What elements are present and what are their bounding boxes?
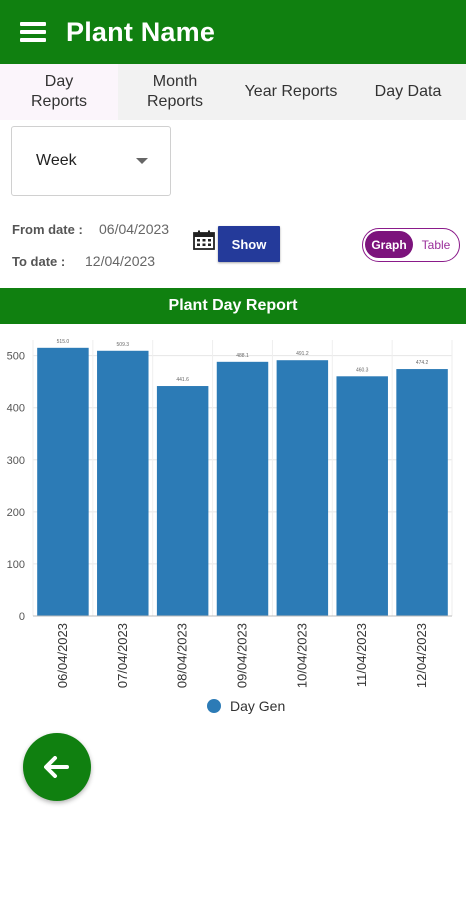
- view-toggle[interactable]: Graph Table: [362, 228, 460, 262]
- bar-day-gen[interactable]: [396, 369, 448, 616]
- tab-label: Year Reports: [244, 83, 338, 100]
- app-bar: Plant Name: [0, 0, 466, 64]
- period-select[interactable]: Week: [11, 126, 171, 196]
- menu-icon[interactable]: [20, 22, 46, 42]
- data-label: 491.2: [296, 351, 309, 357]
- show-button[interactable]: Show: [218, 226, 280, 262]
- to-date-value[interactable]: 12/04/2023: [85, 253, 156, 269]
- data-label: 515.0: [57, 339, 70, 345]
- x-tick-label: 08/04/2023: [175, 623, 190, 688]
- period-value: Week: [36, 152, 77, 169]
- y-tick-label: 500: [7, 351, 25, 363]
- arrow-left-icon: [44, 756, 69, 778]
- to-date-label: To date :: [12, 254, 66, 269]
- x-tick-label: 06/04/2023: [55, 623, 70, 688]
- calendar-icon[interactable]: [193, 230, 215, 250]
- app-title: Plant Name: [66, 16, 216, 47]
- tab-label-line2: Reports: [146, 93, 204, 110]
- bar-day-gen[interactable]: [37, 347, 89, 616]
- data-label: 509.3: [117, 342, 130, 348]
- back-button[interactable]: [23, 733, 91, 801]
- tab-year-reports[interactable]: Year Reports: [232, 64, 350, 120]
- toggle-graph-option[interactable]: Graph: [365, 231, 413, 258]
- toggle-table-option[interactable]: Table: [421, 237, 451, 252]
- y-tick-label: 0: [19, 611, 25, 623]
- data-label: 460.3: [356, 367, 369, 373]
- from-date-label: From date :: [12, 222, 83, 237]
- tab-label-line1: Day: [44, 73, 74, 90]
- report-title: Plant Day Report: [0, 288, 466, 324]
- y-tick-label: 100: [7, 559, 25, 571]
- tab-label-line2: Reports: [30, 93, 88, 110]
- from-date-value[interactable]: 06/04/2023: [99, 221, 170, 237]
- bar-day-gen[interactable]: [97, 350, 149, 616]
- x-tick-label: 07/04/2023: [115, 623, 130, 688]
- data-label: 441.6: [176, 377, 189, 383]
- bar-day-gen[interactable]: [216, 361, 269, 616]
- tab-month-reports[interactable]: Month Reports: [118, 64, 232, 120]
- legend-label[interactable]: Day Gen: [230, 698, 285, 714]
- x-tick-label: 09/04/2023: [235, 623, 250, 688]
- tab-label: Day Data: [374, 83, 442, 100]
- tab-day-data[interactable]: Day Data: [350, 64, 466, 120]
- tab-day-reports[interactable]: Day Reports: [0, 64, 118, 120]
- data-label: 488.1: [236, 353, 249, 359]
- bar-day-gen[interactable]: [156, 386, 209, 616]
- y-tick-label: 400: [7, 403, 25, 415]
- report-tabs: Day Reports Month Reports Year Reports Day…: [0, 64, 466, 120]
- y-tick-label: 200: [7, 507, 25, 519]
- y-tick-label: 300: [7, 455, 25, 467]
- bar-day-gen[interactable]: [276, 360, 329, 616]
- data-label: 474.2: [416, 360, 429, 366]
- x-tick-label: 10/04/2023: [294, 623, 309, 688]
- x-tick-label: 11/04/2023: [354, 623, 369, 687]
- tab-label-line1: Month: [152, 73, 198, 90]
- legend-swatch: [207, 699, 221, 713]
- chevron-down-icon: [136, 158, 148, 164]
- day-gen-bar-chart: 515.0 509.3 441.6 488.1 491.2 460.3 474.2 0 100…: [7, 339, 453, 714]
- x-tick-label: 12/04/2023: [414, 623, 429, 688]
- bar-day-gen[interactable]: [336, 376, 388, 616]
